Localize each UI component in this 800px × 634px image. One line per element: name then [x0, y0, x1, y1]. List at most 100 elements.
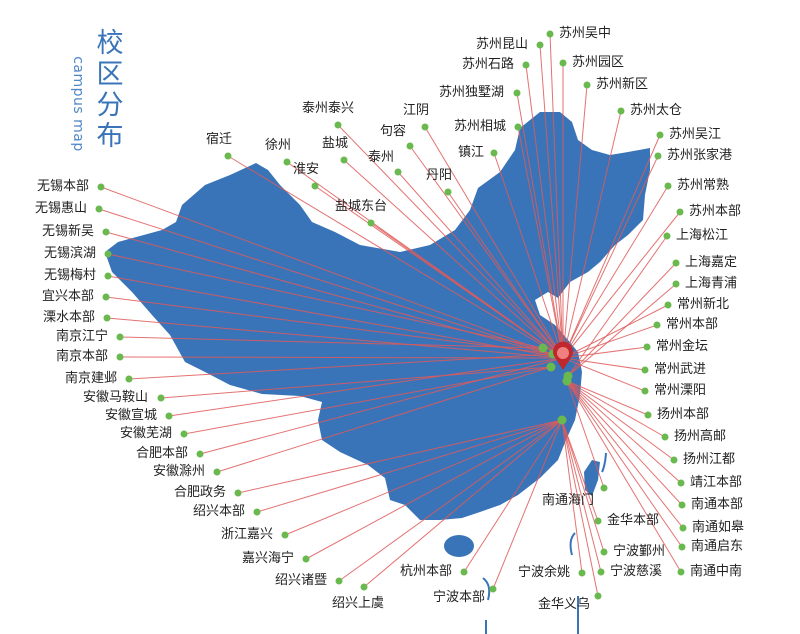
- campus-label[interactable]: 安徽马鞍山: [83, 390, 149, 405]
- campus-label[interactable]: 常州金坛: [656, 339, 709, 354]
- campus-dot[interactable]: [597, 568, 605, 576]
- campus-label[interactable]: 扬州本部: [657, 407, 710, 422]
- campus-label[interactable]: 宁波慈溪: [610, 564, 663, 579]
- campus-label[interactable]: 上海嘉定: [685, 255, 738, 270]
- campus-dot[interactable]: [394, 168, 402, 176]
- campus-label[interactable]: 浙江嘉兴: [221, 527, 274, 542]
- campus-dot[interactable]: [360, 583, 368, 591]
- campus-dot[interactable]: [283, 158, 291, 166]
- campus-dot[interactable]: [522, 61, 530, 69]
- campus-label[interactable]: 宁波鄞州: [613, 544, 666, 559]
- campus-dot[interactable]: [600, 548, 608, 556]
- campus-dot[interactable]: [334, 121, 342, 129]
- campus-label[interactable]: 苏州石路: [462, 57, 515, 72]
- campus-dot[interactable]: [678, 501, 686, 509]
- campus-label[interactable]: 南通如皋: [692, 520, 745, 535]
- campus-label[interactable]: 徐州: [265, 138, 292, 153]
- campus-dot[interactable]: [663, 232, 671, 240]
- campus-label[interactable]: 苏州常熟: [677, 178, 730, 193]
- campus-label[interactable]: 绍兴本部: [193, 504, 246, 519]
- campus-dot[interactable]: [95, 205, 103, 213]
- campus-label[interactable]: 宁波本部: [433, 590, 486, 605]
- campus-label[interactable]: 常州溧阳: [654, 383, 707, 398]
- campus-label[interactable]: 常州武进: [654, 362, 707, 377]
- campus-label[interactable]: 安徽滁州: [153, 464, 206, 479]
- campus-label[interactable]: 苏州张家港: [667, 148, 733, 163]
- campus-label[interactable]: 宜兴本部: [42, 289, 95, 304]
- campus-label[interactable]: 苏州本部: [689, 204, 742, 219]
- campus-label[interactable]: 合肥本部: [136, 446, 189, 461]
- campus-dot[interactable]: [513, 89, 521, 97]
- campus-dot[interactable]: [670, 456, 678, 464]
- campus-dot[interactable]: [234, 489, 242, 497]
- campus-dot[interactable]: [102, 293, 110, 301]
- campus-dot[interactable]: [104, 250, 112, 258]
- campus-dot[interactable]: [676, 208, 684, 216]
- campus-dot[interactable]: [672, 280, 680, 288]
- campus-dot[interactable]: [672, 259, 680, 267]
- campus-dot[interactable]: [546, 30, 554, 38]
- campus-dot[interactable]: [489, 585, 497, 593]
- campus-label[interactable]: 镇江: [458, 145, 485, 160]
- campus-label[interactable]: 常州本部: [666, 317, 719, 332]
- campus-label[interactable]: 盐城: [322, 136, 349, 151]
- campus-dot[interactable]: [104, 272, 112, 280]
- campus-dot[interactable]: [656, 131, 664, 139]
- campus-dot[interactable]: [600, 484, 608, 492]
- campus-label[interactable]: 南通中南: [690, 564, 743, 579]
- campus-label[interactable]: 上海松江: [676, 228, 729, 243]
- campus-label[interactable]: 苏州相城: [454, 119, 507, 134]
- campus-dot[interactable]: [594, 517, 602, 525]
- campus-label[interactable]: 常州新北: [677, 297, 730, 312]
- campus-dot[interactable]: [367, 219, 375, 227]
- campus-dot[interactable]: [578, 569, 586, 577]
- campus-label[interactable]: 苏州园区: [572, 55, 625, 70]
- campus-dot[interactable]: [678, 543, 686, 551]
- campus-label[interactable]: 绍兴诸暨: [275, 573, 328, 588]
- campus-label[interactable]: 金华本部: [607, 513, 660, 528]
- campus-dot[interactable]: [677, 568, 685, 576]
- campus-dot[interactable]: [654, 152, 662, 160]
- campus-dot[interactable]: [116, 353, 124, 361]
- campus-label[interactable]: 苏州昆山: [476, 37, 529, 52]
- campus-dot[interactable]: [644, 411, 652, 419]
- campus-label[interactable]: 杭州本部: [400, 564, 453, 579]
- campus-label[interactable]: 无锡本部: [37, 179, 90, 194]
- campus-label[interactable]: 盐城东台: [335, 199, 388, 214]
- campus-label[interactable]: 江阴: [403, 103, 430, 118]
- campus-label[interactable]: 溧水本部: [43, 310, 96, 325]
- campus-dot[interactable]: [165, 412, 173, 420]
- campus-label[interactable]: 南京建邺: [65, 371, 118, 386]
- campus-label[interactable]: 泰州泰兴: [302, 101, 355, 116]
- campus-dot[interactable]: [157, 394, 165, 402]
- campus-dot[interactable]: [102, 228, 110, 236]
- campus-label[interactable]: 安徽宣城: [105, 408, 158, 423]
- campus-label[interactable]: 合肥政务: [174, 485, 227, 500]
- campus-label[interactable]: 绍兴上虞: [332, 596, 385, 611]
- campus-dot[interactable]: [311, 182, 319, 190]
- campus-label[interactable]: 上海青浦: [685, 276, 738, 291]
- campus-label[interactable]: 南京本部: [56, 349, 109, 364]
- campus-dot[interactable]: [302, 555, 310, 563]
- campus-dot[interactable]: [679, 524, 687, 532]
- campus-dot[interactable]: [460, 568, 468, 576]
- campus-dot[interactable]: [196, 450, 204, 458]
- campus-label[interactable]: 苏州吴江: [669, 127, 722, 142]
- campus-dot[interactable]: [253, 508, 261, 516]
- campus-label[interactable]: 扬州江都: [683, 452, 736, 467]
- campus-label[interactable]: 南通本部: [691, 497, 744, 512]
- campus-label[interactable]: 嘉兴海宁: [242, 551, 295, 566]
- campus-label[interactable]: 无锡新吴: [42, 224, 95, 239]
- campus-label[interactable]: 苏州新区: [596, 77, 649, 92]
- campus-label[interactable]: 宁波余姚: [518, 565, 571, 580]
- campus-dot[interactable]: [661, 433, 669, 441]
- campus-label[interactable]: 扬州高邮: [674, 429, 727, 444]
- campus-dot[interactable]: [421, 123, 429, 131]
- campus-dot[interactable]: [664, 301, 672, 309]
- campus-dot[interactable]: [224, 152, 232, 160]
- campus-label[interactable]: 丹阳: [426, 168, 453, 183]
- campus-dot[interactable]: [617, 107, 625, 115]
- map-pin-icon[interactable]: [553, 341, 573, 370]
- campus-label[interactable]: 南通启东: [691, 539, 744, 554]
- campus-dot[interactable]: [180, 430, 188, 438]
